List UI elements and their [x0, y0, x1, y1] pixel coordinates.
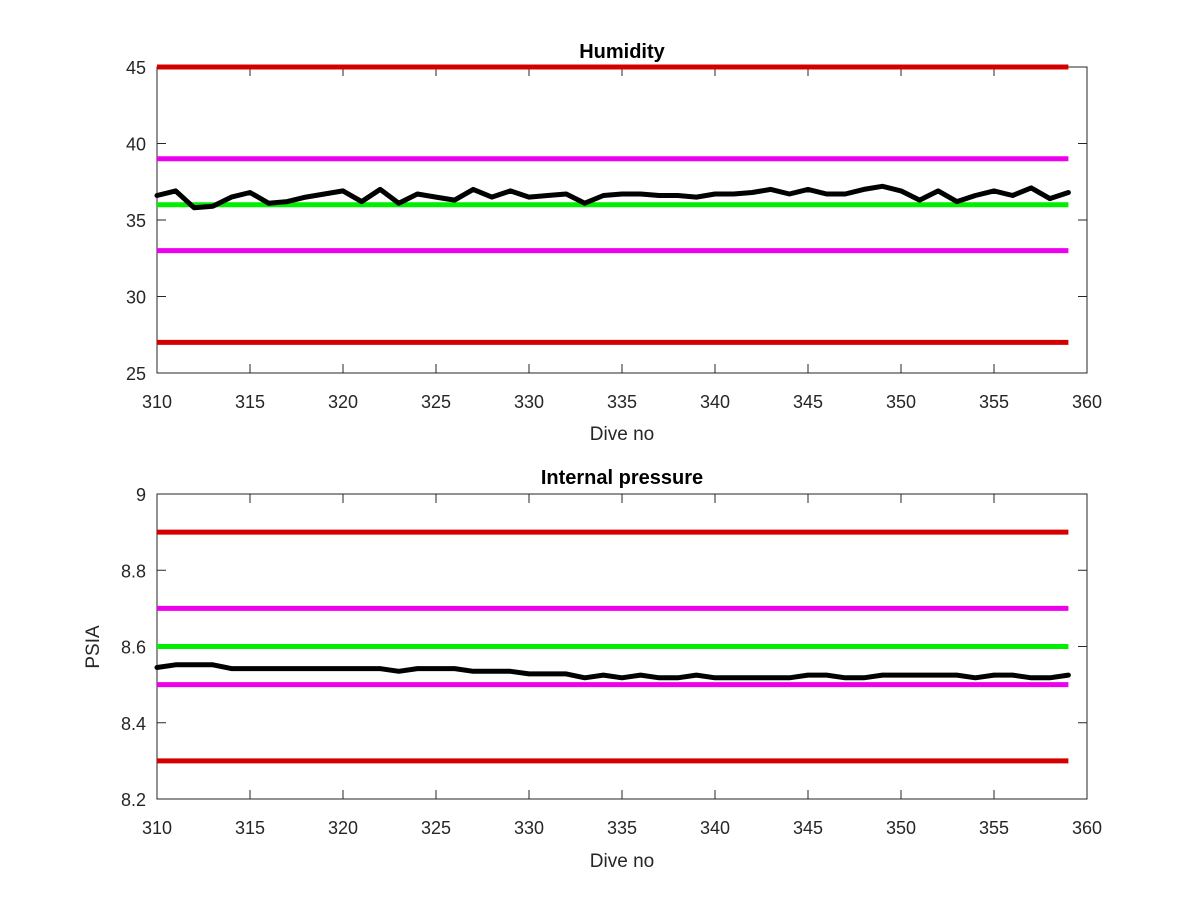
internal-pressure-x-axis-label: Dive no	[590, 851, 654, 872]
humidity-x-axis-label: Dive no	[590, 424, 654, 445]
internal-pressure-x-tick-label: 345	[793, 818, 823, 838]
humidity-x-tick-label: 360	[1072, 392, 1102, 412]
internal-pressure-x-tick-label: 340	[700, 818, 730, 838]
humidity-x-tick-label: 345	[793, 392, 823, 412]
humidity-y-tick-label: 30	[126, 288, 146, 308]
humidity-x-tick-label: 330	[514, 392, 544, 412]
internal-pressure-y-axis-label: PSIA	[83, 625, 104, 669]
internal-pressure-x-tick-label: 335	[607, 818, 637, 838]
internal-pressure-x-tick-label: 330	[514, 818, 544, 838]
humidity-x-tick-label: 310	[142, 392, 172, 412]
internal-pressure-y-tick-label: 8.2	[121, 790, 146, 810]
internal-pressure-x-tick-label: 355	[979, 818, 1009, 838]
internal-pressure-x-tick-label: 320	[328, 818, 358, 838]
humidity-plot: Humidity Dive no 310 315 320 325 330 335 340 34…	[126, 41, 1102, 445]
internal-pressure-x-tick-label: 350	[886, 818, 916, 838]
humidity-y-tick-label: 45	[126, 58, 146, 78]
humidity-x-tick-label: 340	[700, 392, 730, 412]
internal-pressure-x-tick-label: 360	[1072, 818, 1102, 838]
internal-pressure-data-line	[154, 662, 1071, 681]
internal-pressure-x-tick-label: 315	[235, 818, 265, 838]
humidity-x-tick-label: 315	[235, 392, 265, 412]
humidity-x-tick-label: 355	[979, 392, 1009, 412]
humidity-y-tick-label: 25	[126, 364, 146, 384]
humidity-data-line	[154, 183, 1071, 211]
humidity-x-tick-label: 320	[328, 392, 358, 412]
internal-pressure-x-tick-label: 310	[142, 818, 172, 838]
internal-pressure-y-tick-label: 8.4	[121, 714, 146, 734]
humidity-y-tick-label: 40	[126, 135, 146, 155]
internal-pressure-plot: Internal pressure Dive no PSIA 310 315 320…	[83, 467, 1102, 872]
humidity-x-tick-label: 325	[421, 392, 451, 412]
humidity-axes-box	[156, 66, 1088, 374]
humidity-x-tick-label: 335	[607, 392, 637, 412]
internal-pressure-y-tick-label: 8.8	[121, 561, 146, 581]
humidity-x-tick-label: 350	[886, 392, 916, 412]
internal-pressure-y-tick-label: 9	[136, 485, 146, 505]
internal-pressure-y-tick-label: 8.6	[121, 638, 146, 658]
internal-pressure-title: Internal pressure	[541, 467, 703, 489]
humidity-y-tick-label: 35	[126, 211, 146, 231]
humidity-title: Humidity	[579, 41, 665, 63]
internal-pressure-x-tick-label: 325	[421, 818, 451, 838]
